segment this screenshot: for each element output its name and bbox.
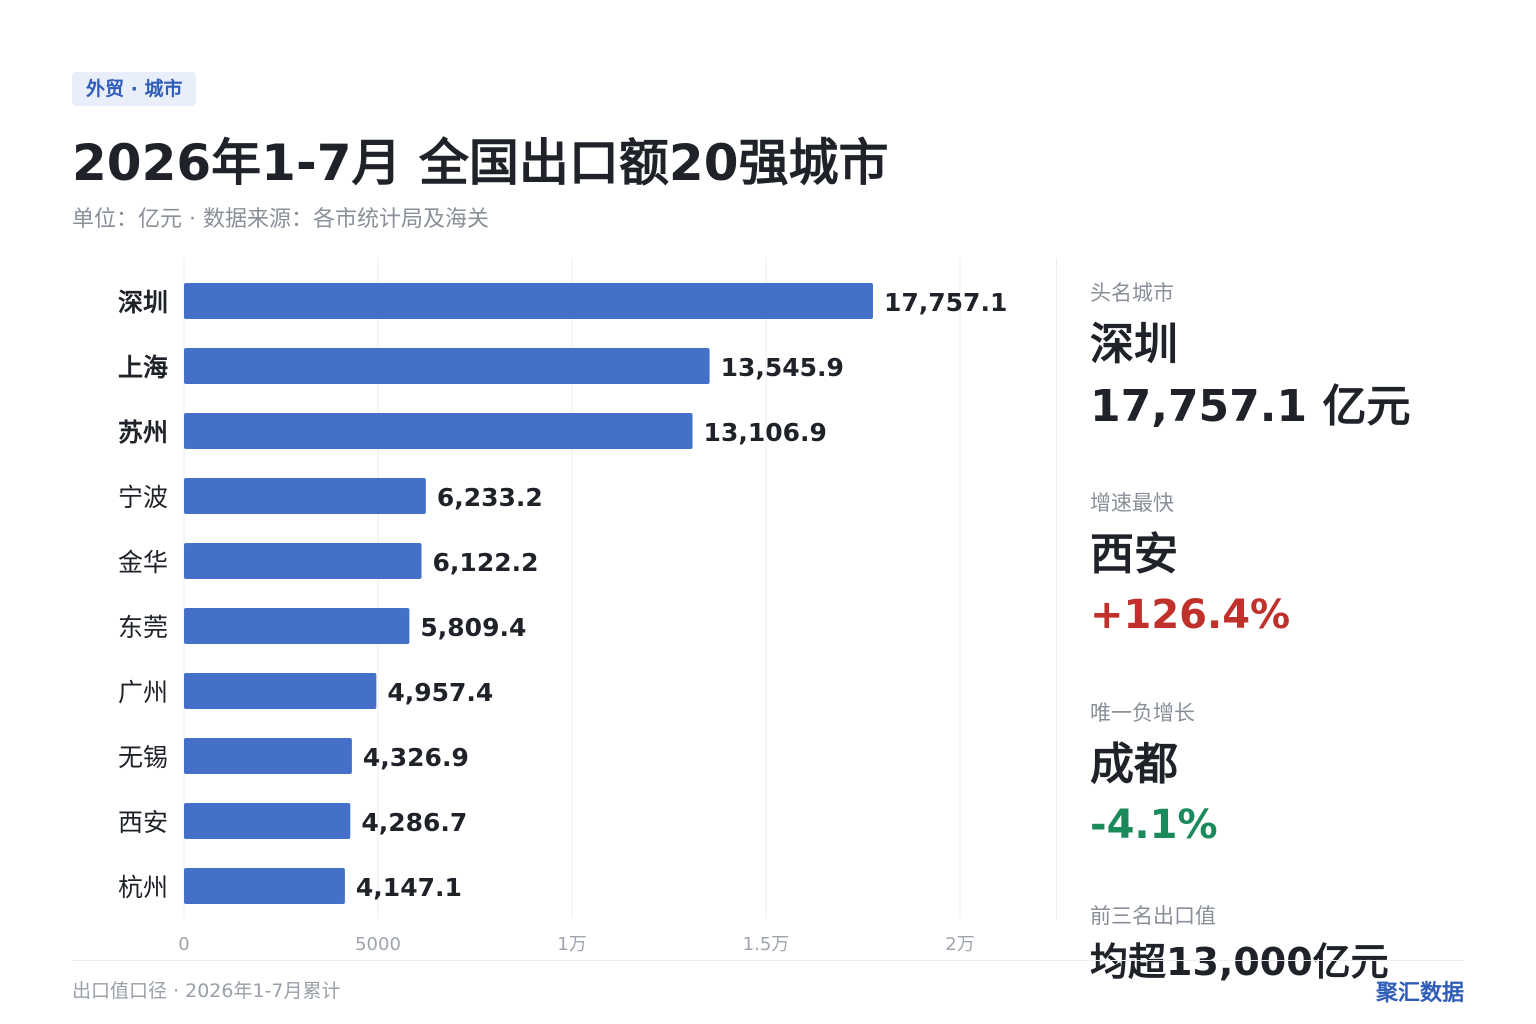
stat-only-negative-name: 成都 bbox=[1090, 739, 1178, 790]
stat-top3-value: 均超13,000亿元 bbox=[1090, 940, 1389, 984]
stat-fastest-name: 西安 bbox=[1090, 529, 1178, 580]
vertical-divider bbox=[1056, 258, 1057, 920]
bar bbox=[184, 608, 410, 644]
stat-only-negative-value: -4.1% bbox=[1090, 802, 1218, 848]
value-label: 17,757.1 bbox=[884, 288, 1007, 317]
stat-only-negative: 唯一负增长 成都 -4.1% bbox=[1090, 697, 1218, 853]
category-tag: 外贸 · 城市 bbox=[72, 72, 197, 106]
value-label: 13,545.9 bbox=[721, 353, 844, 382]
bar bbox=[184, 803, 351, 839]
stat-top-city-name: 深圳 bbox=[1090, 319, 1178, 370]
stat-top-city-label: 头名城市 bbox=[1090, 281, 1174, 305]
bar bbox=[184, 868, 345, 904]
value-label: 4,326.9 bbox=[363, 743, 469, 772]
x-tick-label: 5000 bbox=[355, 934, 401, 955]
x-tick-label: 2万 bbox=[945, 934, 974, 955]
category-label: 宁波 bbox=[118, 483, 168, 512]
category-label: 苏州 bbox=[118, 418, 168, 447]
stat-top-city: 头名城市 深圳 17,757.1 亿元 bbox=[1090, 277, 1410, 437]
stat-fastest-value: +126.4% bbox=[1090, 592, 1291, 638]
x-tick-label: 1万 bbox=[557, 934, 586, 955]
x-tick-label: 0 bbox=[178, 934, 189, 955]
stat-top3-label: 前三名出口值 bbox=[1090, 904, 1216, 928]
bar-chart: 深圳 17,757.1 上海 13,545.9 苏州 13,106.9 宁波 6,233.2 金… bbox=[118, 258, 1007, 955]
category-label: 杭州 bbox=[118, 873, 168, 902]
category-label: 广州 bbox=[118, 678, 168, 707]
category-label: 上海 bbox=[118, 353, 168, 382]
brand-logo: 聚汇数据 bbox=[1375, 981, 1464, 1006]
stat-fastest: 增速最快 西安 +126.4% bbox=[1090, 487, 1290, 643]
value-label: 13,106.9 bbox=[704, 418, 827, 447]
value-label: 4,147.1 bbox=[356, 873, 462, 902]
bar bbox=[184, 348, 710, 384]
value-label: 6,233.2 bbox=[437, 483, 543, 512]
category-label: 无锡 bbox=[118, 743, 168, 772]
stat-fastest-label: 增速最快 bbox=[1090, 491, 1174, 515]
bar bbox=[184, 283, 873, 319]
value-label: 4,957.4 bbox=[387, 678, 493, 707]
category-label: 东莞 bbox=[118, 613, 168, 642]
bar bbox=[184, 673, 377, 709]
bar bbox=[184, 543, 422, 579]
value-label: 5,809.4 bbox=[420, 613, 526, 642]
value-label: 6,122.2 bbox=[433, 548, 539, 577]
stat-top3: 前三名出口值 均超13,000亿元 bbox=[1090, 900, 1389, 992]
bar bbox=[184, 413, 693, 449]
footer-divider bbox=[72, 960, 1464, 961]
stat-top-city-value: 17,757.1 亿元 bbox=[1090, 381, 1411, 432]
chart-title: 2026年1-7月 全国出口额20强城市 bbox=[72, 134, 889, 192]
bar bbox=[184, 478, 426, 514]
value-label: 4,286.7 bbox=[361, 808, 467, 837]
category-label: 深圳 bbox=[118, 288, 168, 317]
chart-subtitle: 单位：亿元 · 数据来源：各市统计局及海关 bbox=[72, 207, 489, 232]
bar bbox=[184, 738, 352, 774]
stat-only-negative-label: 唯一负增长 bbox=[1090, 701, 1195, 725]
category-label: 金华 bbox=[118, 548, 168, 577]
category-label: 西安 bbox=[118, 808, 168, 837]
footer-note: 出口值口径 · 2026年1-7月累计 bbox=[72, 980, 341, 1002]
x-tick-label: 1.5万 bbox=[743, 934, 790, 955]
